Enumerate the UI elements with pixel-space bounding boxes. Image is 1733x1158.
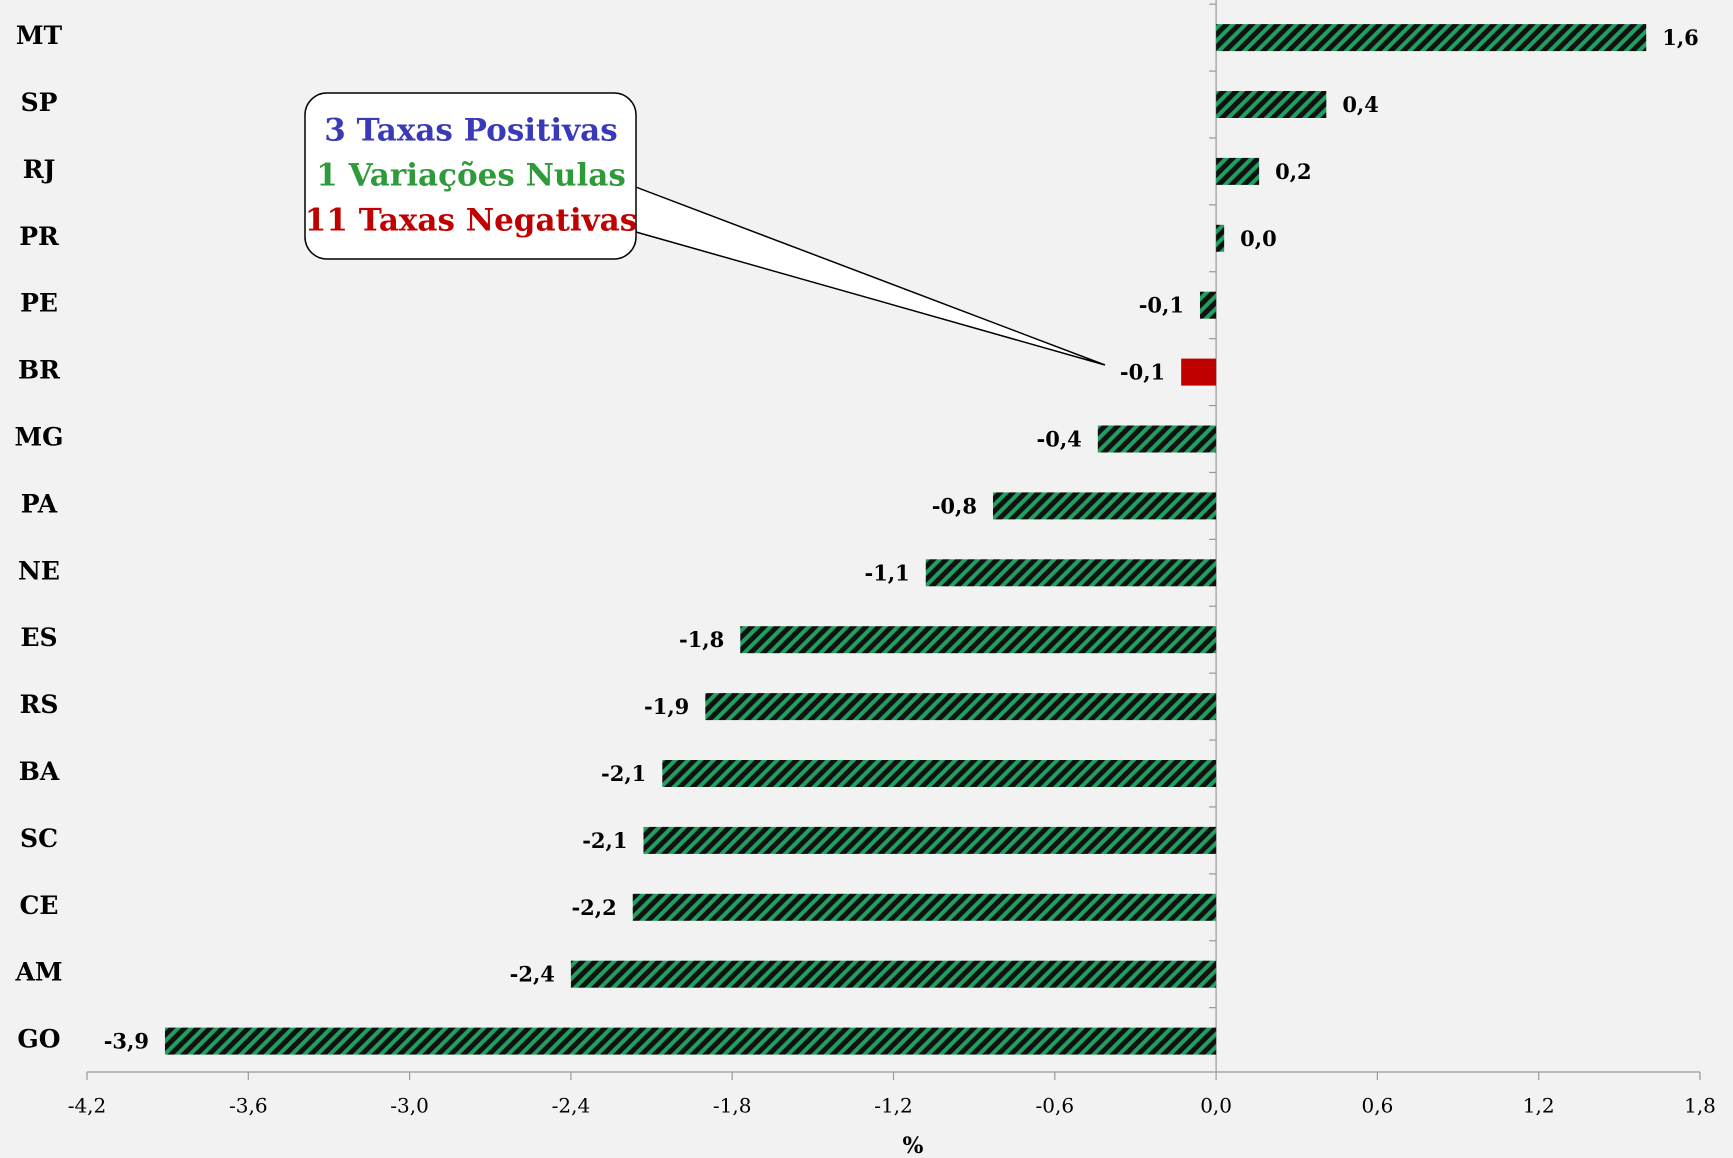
x-axis-label: % [903,1133,924,1158]
x-tick-label: -4,2 [68,1094,107,1118]
bar [1216,91,1327,118]
bar [992,492,1217,520]
y-tick-label: BR [18,356,60,385]
value-label: 0,4 [1342,92,1379,117]
value-label: -0,1 [1120,360,1165,385]
value-label: -1,9 [644,694,689,719]
y-tick-label: SC [20,824,58,853]
value-label: -0,1 [1139,293,1184,318]
y-tick-label: BA [19,757,60,786]
x-tick-label: -3,0 [390,1094,429,1118]
bar [1216,24,1647,52]
bar [1216,157,1260,185]
x-tick-label: -0,6 [1036,1094,1075,1118]
value-label: -2,1 [582,828,627,853]
y-tick-label: SP [21,88,58,117]
callout-box [304,92,637,260]
x-tick-label: -3,6 [229,1094,268,1118]
y-tick-label: PR [19,222,59,251]
bar [570,960,1217,988]
y-tick-label: MT [16,21,63,50]
annotation: 3 Taxas Positivas [324,113,617,149]
bar [643,826,1217,854]
value-label: -0,8 [932,493,977,518]
bar [1199,291,1217,319]
bar [164,1027,1217,1055]
bar [1097,425,1217,453]
bar [705,693,1217,721]
x-tick-label: 1,8 [1684,1094,1716,1118]
bar [925,559,1217,587]
value-label: -1,1 [864,560,909,585]
x-tick-label: 0,6 [1361,1094,1393,1118]
callout-pointer [632,184,1106,366]
x-tick-label: 1,2 [1523,1094,1555,1118]
y-tick-label: RS [20,690,59,719]
value-label: -3,9 [104,1029,149,1054]
y-tick-label: NE [18,556,60,585]
y-tick-label: GO [17,1025,60,1054]
value-label: 1,6 [1662,25,1699,50]
x-tick-label: 0,0 [1200,1094,1232,1118]
x-tick-label: -2,4 [552,1094,591,1118]
value-label: -2,4 [510,962,555,987]
value-label: 0,0 [1240,226,1277,251]
bar [740,626,1217,654]
y-tick-label: AM [14,958,62,987]
bar [632,893,1217,921]
bar [662,760,1217,787]
y-tick-label: MG [14,423,63,452]
annotation: 11 Taxas Negativas [305,203,637,239]
value-label: -1,8 [679,627,724,652]
value-label: -2,1 [601,761,646,786]
y-tick-label: RJ [23,155,56,184]
x-tick-label: -1,8 [713,1094,752,1118]
y-tick-label: PA [21,489,58,518]
bar [1216,224,1225,252]
x-tick-label: -1,2 [874,1094,913,1118]
bar [1181,358,1217,386]
value-label: -2,2 [571,895,616,920]
annotation: 1 Variações Nulas [316,158,626,194]
y-tick-label: ES [20,623,57,652]
value-label: 0,2 [1275,159,1312,184]
y-tick-label: CE [20,891,59,920]
y-tick-label: PE [20,289,58,318]
value-label: -0,4 [1037,427,1082,452]
